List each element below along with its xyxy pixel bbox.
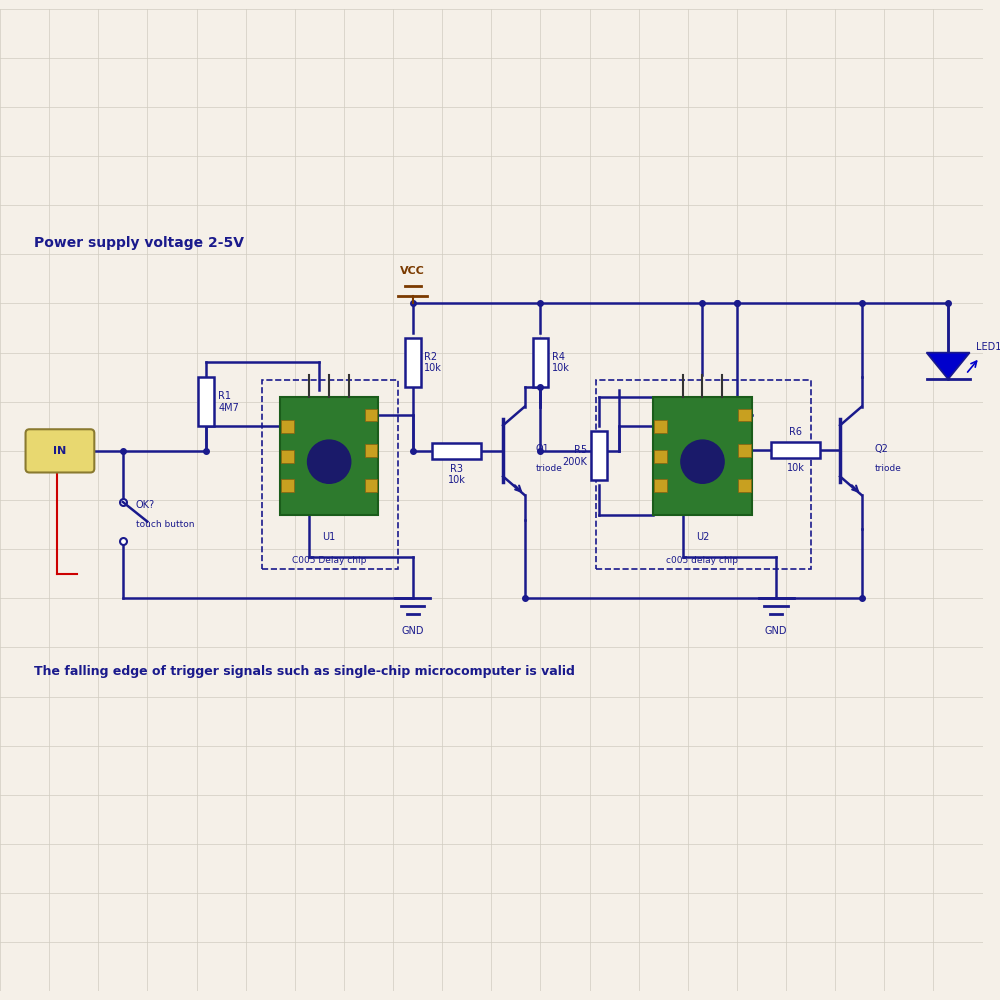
Text: 10k: 10k bbox=[787, 463, 805, 473]
Text: C005 Delay chip: C005 Delay chip bbox=[292, 556, 366, 565]
FancyBboxPatch shape bbox=[653, 397, 752, 515]
Text: The falling edge of trigger signals such as single-chip microcomputer is valid: The falling edge of trigger signals such… bbox=[34, 665, 575, 678]
FancyBboxPatch shape bbox=[591, 431, 607, 480]
FancyBboxPatch shape bbox=[281, 420, 294, 433]
Text: R2
10k: R2 10k bbox=[424, 352, 442, 373]
FancyBboxPatch shape bbox=[738, 444, 751, 457]
FancyBboxPatch shape bbox=[26, 429, 94, 472]
FancyBboxPatch shape bbox=[281, 450, 294, 463]
Text: VCC: VCC bbox=[400, 266, 425, 276]
FancyBboxPatch shape bbox=[365, 409, 377, 421]
FancyBboxPatch shape bbox=[365, 479, 377, 492]
Text: R5
200K: R5 200K bbox=[563, 445, 588, 467]
Text: R1
4M7: R1 4M7 bbox=[218, 391, 239, 413]
FancyBboxPatch shape bbox=[432, 443, 481, 459]
FancyBboxPatch shape bbox=[405, 338, 421, 387]
Circle shape bbox=[681, 440, 724, 483]
FancyBboxPatch shape bbox=[738, 409, 751, 421]
FancyBboxPatch shape bbox=[198, 377, 214, 426]
FancyBboxPatch shape bbox=[654, 450, 667, 463]
FancyBboxPatch shape bbox=[654, 479, 667, 492]
FancyBboxPatch shape bbox=[533, 338, 548, 387]
Text: Q1: Q1 bbox=[535, 444, 549, 454]
Text: IN: IN bbox=[53, 446, 67, 456]
FancyBboxPatch shape bbox=[738, 479, 751, 492]
Text: LED1: LED1 bbox=[976, 342, 1000, 352]
Text: U1: U1 bbox=[323, 532, 336, 542]
FancyBboxPatch shape bbox=[771, 442, 820, 458]
Text: R6: R6 bbox=[789, 427, 802, 437]
Text: triode: triode bbox=[874, 464, 901, 473]
Text: U2: U2 bbox=[696, 532, 709, 542]
Text: Q2: Q2 bbox=[874, 444, 888, 454]
Polygon shape bbox=[927, 353, 970, 379]
Circle shape bbox=[308, 440, 351, 483]
Text: GND: GND bbox=[401, 626, 424, 636]
Text: GND: GND bbox=[765, 626, 787, 636]
FancyBboxPatch shape bbox=[654, 420, 667, 433]
FancyBboxPatch shape bbox=[365, 444, 377, 457]
Text: Power supply voltage 2-5V: Power supply voltage 2-5V bbox=[34, 236, 244, 250]
Text: c005 delay chip: c005 delay chip bbox=[666, 556, 738, 565]
FancyBboxPatch shape bbox=[281, 479, 294, 492]
Text: triode: triode bbox=[535, 464, 562, 473]
FancyBboxPatch shape bbox=[280, 397, 378, 515]
Text: OK?: OK? bbox=[136, 500, 155, 510]
Text: R3
10k: R3 10k bbox=[448, 464, 466, 485]
Text: R4
10k: R4 10k bbox=[552, 352, 570, 373]
Text: touch button: touch button bbox=[136, 520, 194, 529]
